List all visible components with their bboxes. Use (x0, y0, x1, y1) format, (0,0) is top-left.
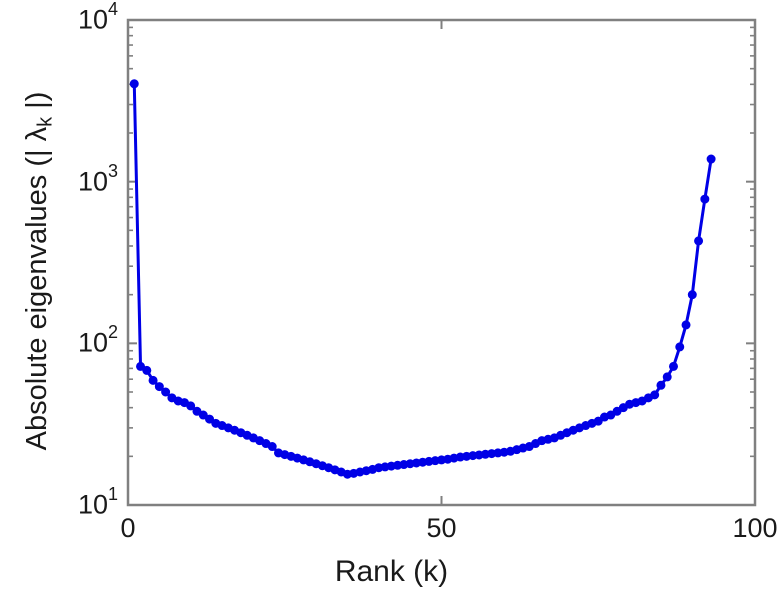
y-tick-label-1e1: 101 (3, 484, 118, 521)
y-tick-mantissa: 10 (77, 327, 108, 358)
y-axis-title-suffix: |) (20, 91, 53, 117)
y-tick-exponent: 2 (107, 322, 118, 343)
y-tick-label-1e2: 102 (3, 322, 118, 359)
y-tick-exponent: 4 (107, 0, 118, 19)
y-tick-exponent: 3 (107, 160, 118, 181)
y-tick-mantissa: 10 (77, 489, 108, 520)
x-axis-title: Rank (k) (334, 555, 449, 588)
axis-ticks (127, 19, 756, 506)
x-tick-label-50: 50 (426, 513, 457, 543)
y-tick-exponent: 1 (107, 484, 118, 504)
eigenvalue-series (129, 79, 716, 479)
y-tick-mantissa: 10 (77, 4, 108, 35)
y-axis-title: Absolute eigenvalues (| λk |) (19, 21, 59, 521)
y-axis-title-subscript: k (34, 116, 57, 127)
axis-frame (126, 18, 757, 507)
x-tick-label-0: 0 (120, 513, 136, 543)
y-tick-label-1e3: 103 (3, 161, 118, 198)
y-tick-mantissa: 10 (77, 166, 108, 197)
y-tick-label-1e4: 104 (3, 0, 118, 36)
x-tick-label-100: 100 (732, 513, 778, 543)
